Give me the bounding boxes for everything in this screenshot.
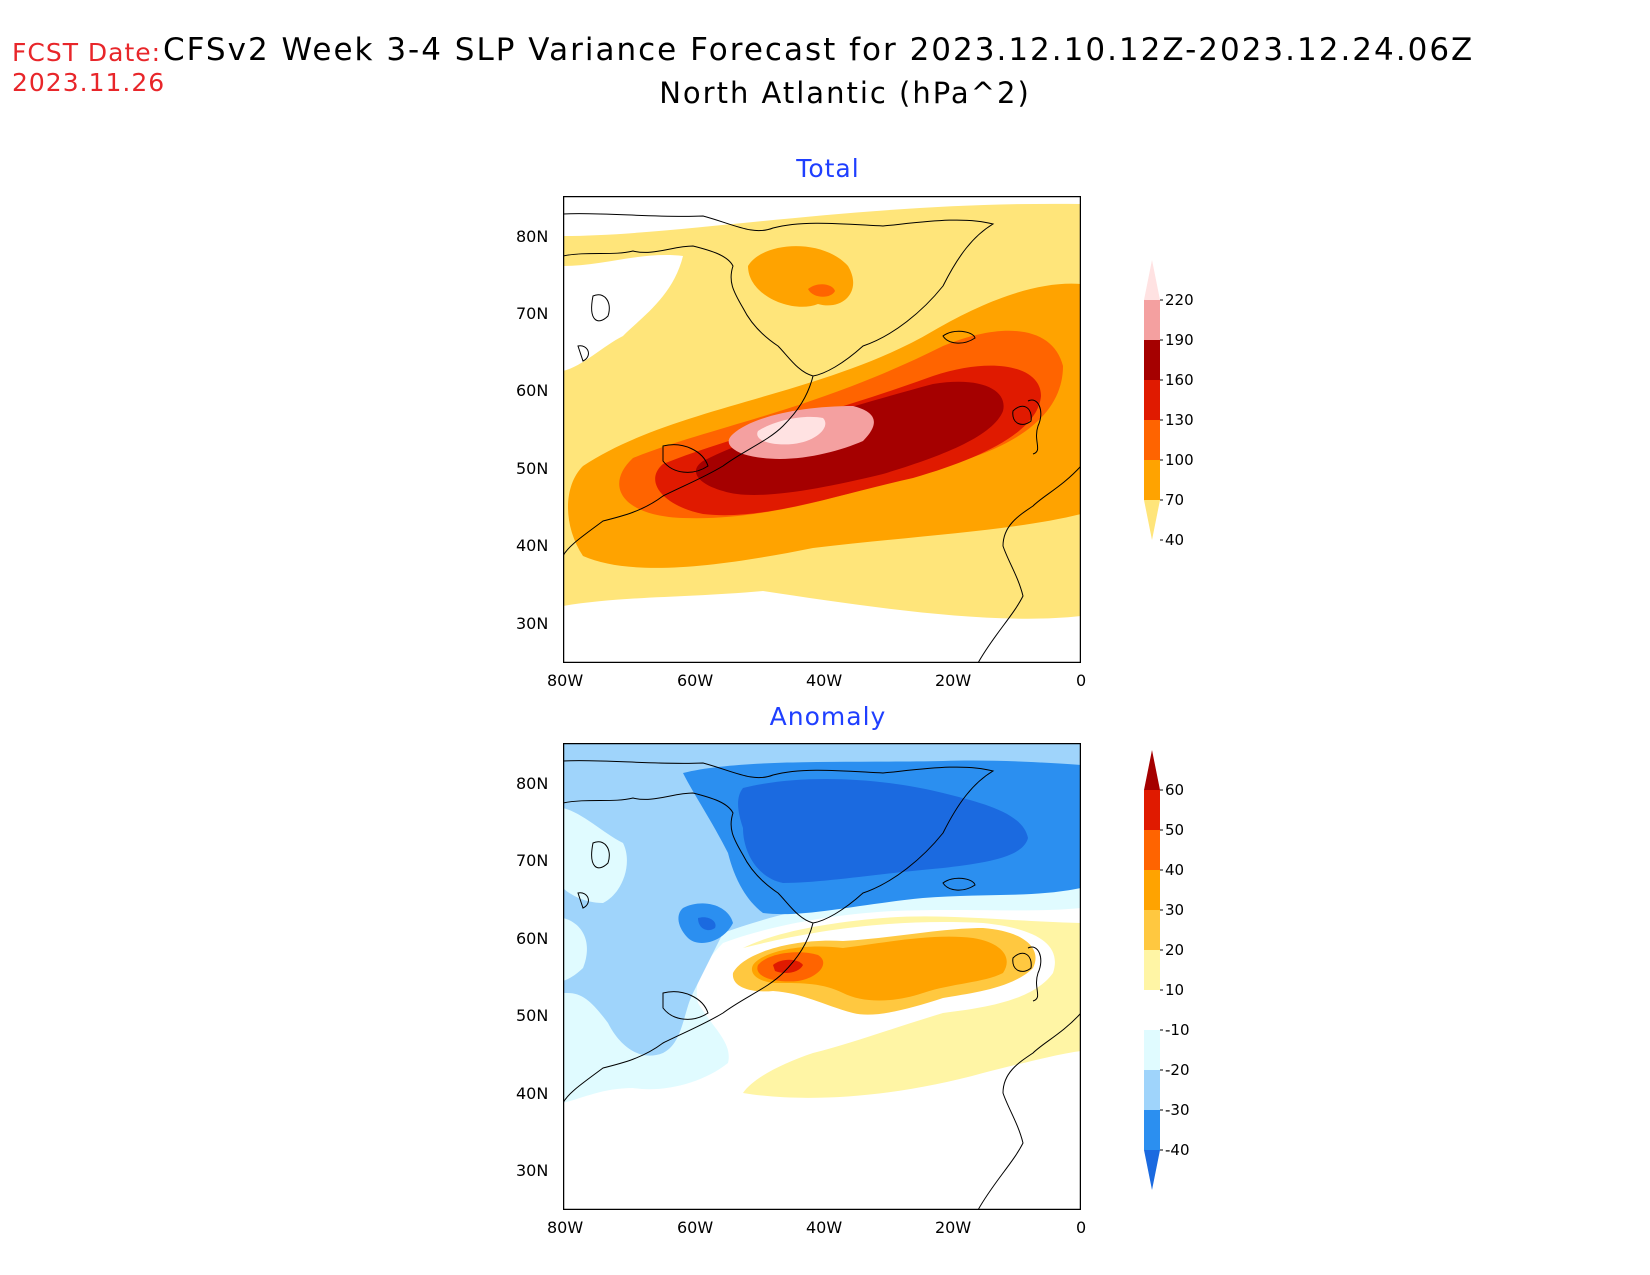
lon-label: 40W [806,1218,843,1237]
total-contours [563,203,1081,619]
anomaly-coastlines [563,760,1081,1210]
colorbar-top-arrow [1144,750,1160,790]
lat-label: 50N [516,1006,549,1025]
colorbar-segment [1144,950,1160,990]
lat-label: 80N [516,774,549,793]
lon-label: 0 [1076,1218,1087,1237]
colorbar-segment [1144,1110,1160,1150]
total-colorbar: 220 190 160 130 100 70 40 [1144,260,1194,549]
lat-label: 80N [516,227,549,246]
anomaly-map [563,743,1081,1210]
panel-title-anomaly: Anomaly [769,702,887,731]
colorbar-label: -30 [1165,1101,1190,1119]
colorbar-label: 40 [1165,861,1184,879]
colorbar-label: 60 [1165,781,1184,799]
lon-label: 0 [1076,671,1087,690]
colorbar-label: 50 [1165,821,1184,839]
total-frame [563,196,1081,663]
colorbar-segment [1144,1030,1160,1070]
lat-label: 70N [516,851,549,870]
lon-label: 80W [547,671,584,690]
lon-label: 20W [935,1218,972,1237]
colorbar-label: -40 [1165,1141,1190,1159]
lon-label: 40W [806,671,843,690]
colorbar-label: 20 [1165,941,1184,959]
colorbar-bottom-arrow [1144,1150,1160,1190]
total-coastlines [563,213,1081,663]
lon-label: 60W [677,671,714,690]
colorbar-label: -20 [1165,1061,1190,1079]
anomaly-colorbar: 60 50 40 30 20 10 -10 -20 -30 -40 [1144,750,1190,1190]
colorbar-segment [1144,380,1160,420]
colorbar-label: 10 [1165,981,1184,999]
lat-label: 30N [516,614,549,633]
fcst-date-label: FCST Date: [12,38,162,67]
colorbar-segment [1144,340,1160,380]
total-map [563,196,1081,663]
colorbar-segment [1144,830,1160,870]
anomaly-contours [563,743,1081,1210]
lat-label: 40N [516,1084,549,1103]
colorbar-label: 40 [1165,531,1184,549]
colorbar-bottom-arrow [1144,500,1160,540]
colorbar-segment [1144,870,1160,910]
colorbar-top-arrow [1144,260,1160,300]
anomaly-frame [563,743,1081,1210]
lat-label: 50N [516,459,549,478]
colorbar-segment [1144,460,1160,500]
lat-label: 60N [516,381,549,400]
colorbar-segment [1144,1070,1160,1110]
colorbar-segment [1144,790,1160,830]
colorbar-segment [1144,990,1160,1030]
lat-label: 60N [516,929,549,948]
colorbar-label: 160 [1165,371,1194,389]
colorbar-label: 130 [1165,411,1194,429]
lat-label: 30N [516,1161,549,1180]
colorbar-label: 190 [1165,331,1194,349]
colorbar-segment [1144,300,1160,340]
colorbar-segment [1144,420,1160,460]
lat-label: 70N [516,304,549,323]
main-title: CFSv2 Week 3-4 SLP Variance Forecast for… [163,32,1475,68]
lon-label: 20W [935,671,972,690]
colorbar-label: 30 [1165,901,1184,919]
fcst-date-value: 2023.11.26 [12,68,166,97]
colorbar-label: 70 [1165,491,1184,509]
colorbar-label: 100 [1165,451,1194,469]
colorbar-label: 220 [1165,291,1194,309]
colorbar-label: -10 [1165,1021,1190,1039]
panel-title-total: Total [796,154,860,183]
lon-label: 60W [677,1218,714,1237]
lon-label: 80W [547,1218,584,1237]
lat-label: 40N [516,536,549,555]
colorbar-segment [1144,910,1160,950]
main-subtitle: North Atlantic (hPa^2) [659,76,1031,110]
